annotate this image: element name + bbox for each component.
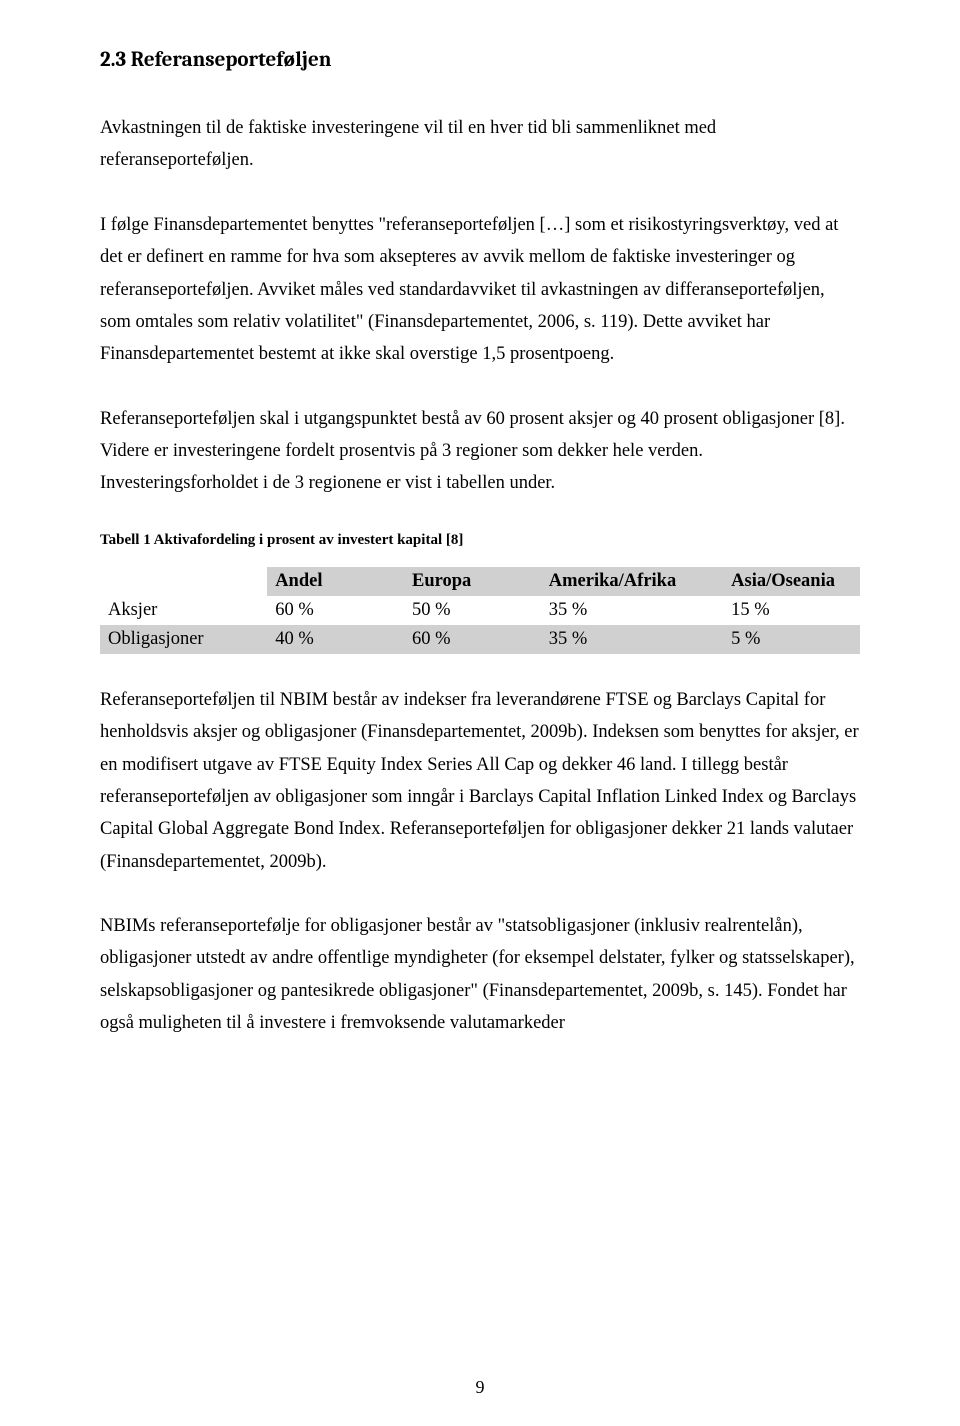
cell: 60 % — [267, 596, 404, 625]
cell: 40 % — [267, 625, 404, 654]
paragraph-2: I følge Finansdepartementet benyttes "re… — [100, 209, 860, 371]
table-header-asia-oseania: Asia/Oseania — [723, 567, 860, 596]
cell: 50 % — [404, 596, 541, 625]
table-row: Obligasjoner 40 % 60 % 35 % 5 % — [100, 625, 860, 654]
cell: 35 % — [541, 596, 723, 625]
paragraph-4: Referanseporteføljen til NBIM består av … — [100, 684, 860, 878]
cell: 60 % — [404, 625, 541, 654]
allocation-table: Andel Europa Amerika/Afrika Asia/Oseania… — [100, 567, 860, 654]
row-label: Aksjer — [100, 596, 267, 625]
paragraph-5: NBIMs referanseportefølje for obligasjon… — [100, 910, 860, 1040]
row-label: Obligasjoner — [100, 625, 267, 654]
table-header-andel: Andel — [267, 567, 404, 596]
table-header-amerika-afrika: Amerika/Afrika — [541, 567, 723, 596]
table-row: Aksjer 60 % 50 % 35 % 15 % — [100, 596, 860, 625]
section-heading: 2.3 Referanseporteføljen — [100, 48, 860, 72]
table-caption: Tabell 1 Aktivafordeling i prosent av in… — [100, 532, 860, 549]
table-header-blank — [100, 567, 267, 596]
table-header-europa: Europa — [404, 567, 541, 596]
paragraph-3: Referanseporteføljen skal i utgangspunkt… — [100, 403, 860, 500]
cell: 15 % — [723, 596, 860, 625]
page-container: 2.3 Referanseporteføljen Avkastningen ti… — [0, 0, 960, 1426]
paragraph-1: Avkastningen til de faktiske investering… — [100, 112, 860, 177]
cell: 35 % — [541, 625, 723, 654]
table-header-row: Andel Europa Amerika/Afrika Asia/Oseania — [100, 567, 860, 596]
cell: 5 % — [723, 625, 860, 654]
page-number: 9 — [0, 1377, 960, 1398]
